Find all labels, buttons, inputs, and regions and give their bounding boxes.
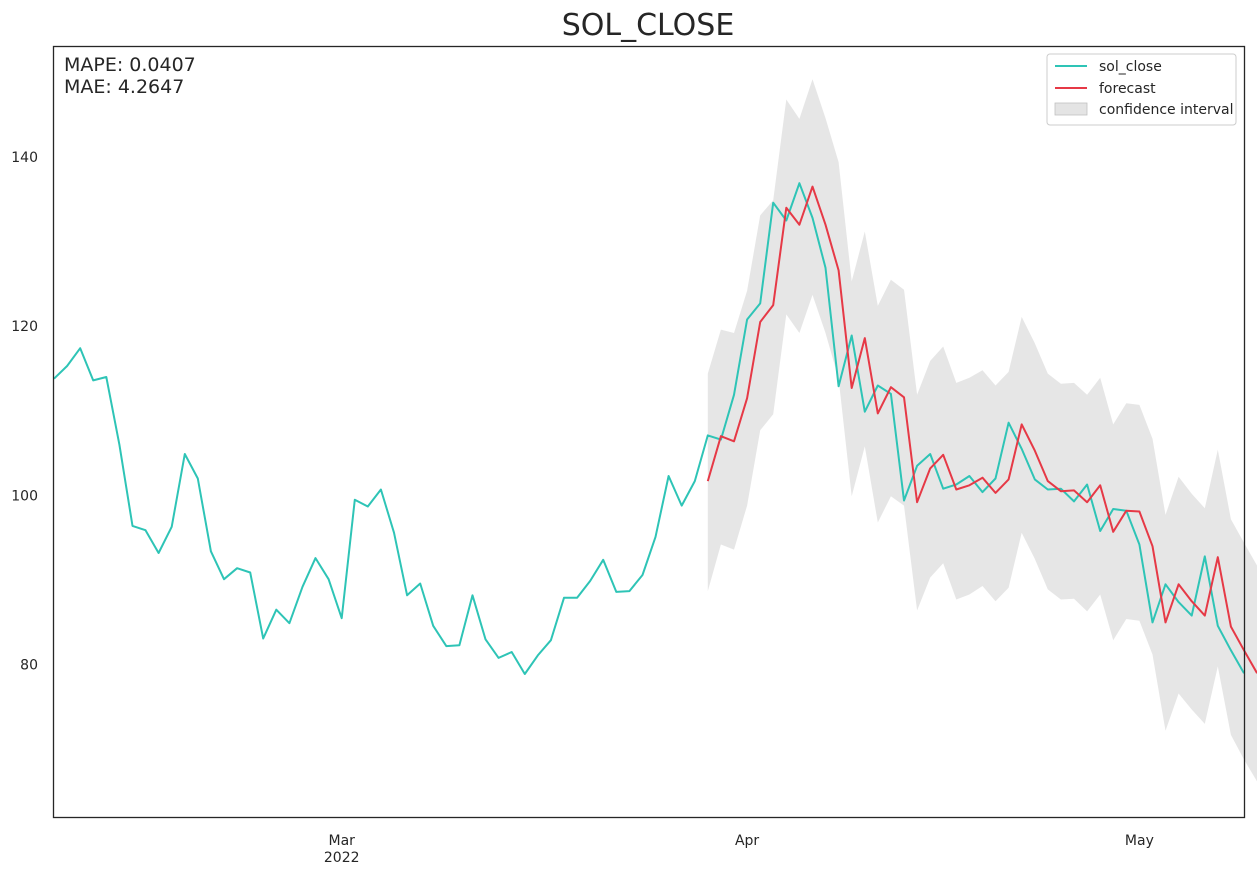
plot-area (53, 79, 1257, 782)
legend-sol-close-label: sol_close (1099, 59, 1162, 75)
y-axis-ticks: 80 100 120 140 (11, 150, 38, 674)
y-tick-label: 100 (11, 489, 38, 505)
plot-frame (52, 45, 1246, 819)
legend-box (1046, 53, 1237, 126)
x-tick-label: Apr (735, 833, 759, 849)
legend-forecast-label: forecast (1099, 81, 1156, 97)
forecast-line (706, 185, 1257, 674)
metric-mape: MAPE: 0.0407 (64, 54, 196, 76)
chart-title: SOL_CLOSE (562, 8, 735, 43)
x-tick-label: May (1125, 833, 1154, 849)
confidence-interval-band (707, 79, 1257, 782)
legend: sol_close forecast confidence interval (1046, 53, 1237, 126)
y-tick-label: 120 (11, 319, 38, 335)
x-tick-label: Mar (328, 833, 355, 849)
metric-mae: MAE: 4.2647 (64, 76, 184, 98)
legend-confidence-label: confidence interval (1099, 102, 1233, 118)
y-tick-label: 80 (20, 658, 38, 674)
sol-close-line (53, 182, 1245, 675)
y-tick-label: 140 (11, 150, 38, 166)
x-tick-sublabel: 2022 (324, 850, 360, 866)
legend-confidence-swatch (1054, 102, 1088, 116)
